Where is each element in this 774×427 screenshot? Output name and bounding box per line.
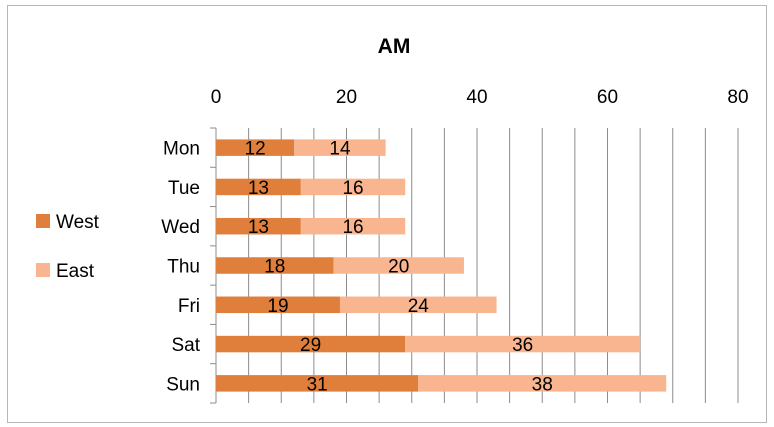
bar-east (294, 139, 386, 156)
legend-swatch-east (36, 263, 50, 277)
legend-label-east: East (56, 261, 95, 282)
data-label-east: 38 (532, 374, 553, 395)
axes: 0 20 40 60 80 Mon Tue Wed Thu Fri Sat Sun (161, 87, 749, 404)
category-label: Mon (163, 139, 200, 160)
bar-west (216, 217, 301, 235)
data-label-west: 19 (267, 296, 288, 317)
x-tick-label: 0 (211, 87, 222, 108)
data-label-west: 12 (245, 139, 266, 160)
bar-east (300, 178, 406, 196)
data-label-east: 20 (388, 257, 409, 278)
bar-east (300, 217, 406, 235)
category-label: Tue (168, 178, 200, 199)
x-tick-label: 40 (466, 87, 487, 108)
data-label-east: 16 (342, 178, 363, 199)
x-tick-label: 80 (727, 87, 748, 108)
data-label-west: 13 (248, 178, 269, 199)
category-label: Wed (161, 217, 200, 238)
bar-east (405, 335, 641, 353)
data-labels: 12 14 13 16 13 16 18 20 19 24 29 36 31 38 (245, 139, 553, 396)
category-label: Fri (178, 296, 200, 317)
bar-east (333, 257, 464, 274)
category-label: Sat (171, 335, 200, 356)
bar-west (216, 296, 340, 314)
bar-east (418, 375, 667, 392)
chart-title: AM (378, 35, 411, 58)
legend-label-west: West (56, 212, 100, 233)
category-label: Sun (166, 374, 200, 395)
bar-west (216, 178, 301, 196)
data-label-east: 24 (408, 296, 430, 317)
legend-swatch-west (36, 214, 50, 228)
bar-west (216, 335, 406, 353)
data-label-east: 14 (329, 139, 351, 160)
data-label-west: 31 (307, 374, 328, 395)
bar-west (216, 257, 334, 274)
x-tick-label: 20 (336, 87, 357, 108)
bar-west (216, 375, 419, 392)
category-label: Thu (167, 257, 200, 278)
bar-west (216, 139, 295, 156)
legend: West East (36, 212, 100, 282)
data-label-west: 18 (264, 257, 285, 278)
data-label-west: 29 (300, 335, 321, 356)
bar-east (339, 296, 497, 314)
x-tick-label: 60 (597, 87, 618, 108)
data-label-east: 16 (342, 217, 363, 238)
data-label-west: 13 (248, 217, 269, 238)
gridlines (248, 128, 739, 403)
data-label-east: 36 (512, 335, 533, 356)
bars (216, 139, 667, 392)
